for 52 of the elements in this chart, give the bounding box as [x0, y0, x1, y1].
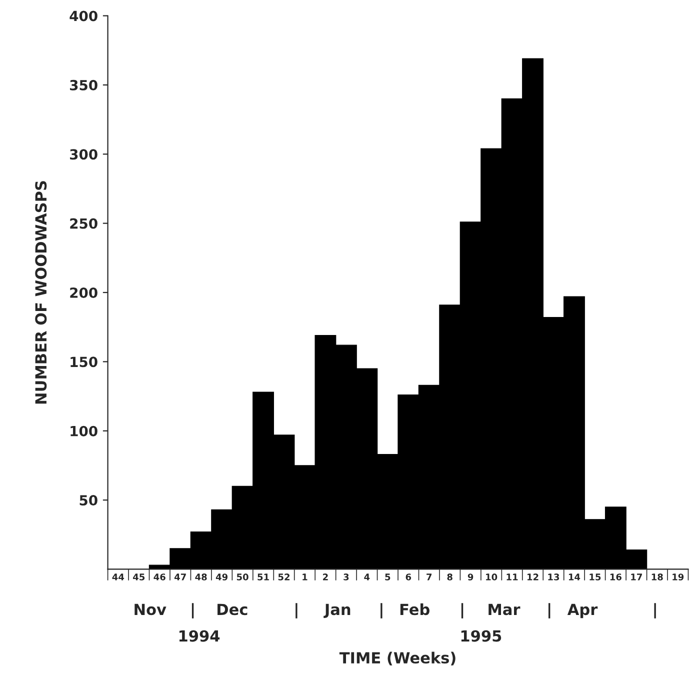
text: 1995 [461, 630, 502, 642]
x-tick-label: 15 [590, 574, 601, 580]
text: | [380, 603, 382, 618]
x-tick-label: 7 [426, 574, 432, 580]
x-tick-label: 9 [468, 574, 474, 580]
x-tick-label: 17 [631, 574, 642, 580]
x-tick-label: 45 [133, 574, 145, 580]
text: Jan [324, 604, 350, 618]
x-tick-label: 5 [385, 574, 390, 580]
text: Nov [134, 604, 166, 616]
x-tick-label: 46 [154, 574, 166, 580]
x-tick-label: 2 [323, 574, 328, 580]
x-tick-label: 12 [528, 574, 538, 580]
x-tick-label: 14 [568, 574, 580, 580]
x-tick-label: 10 [486, 574, 498, 580]
x-tick-label: 48 [195, 574, 207, 580]
x-tick-label: 50 [236, 574, 248, 580]
x-tick-label: 3 [344, 574, 349, 580]
text: | [548, 603, 550, 618]
y-tick-label: 150 [70, 356, 98, 368]
y-tick-label: 300 [70, 149, 98, 160]
y-axis-title: NUMBER OF WOODWASPS [35, 181, 47, 404]
x-tick-label: 8 [447, 574, 452, 580]
x-tick-label: 18 [652, 574, 663, 580]
text: | [461, 603, 464, 618]
x-tick-label: 52 [278, 574, 290, 580]
x-tick-label: 6 [406, 574, 412, 580]
text: 1994 [179, 630, 220, 642]
x-tick-label: 49 [216, 574, 228, 580]
x-tick-label: 19 [672, 574, 684, 580]
text: Apr [567, 604, 598, 618]
text: | [654, 603, 656, 618]
y-tick-label: 50 [80, 495, 98, 506]
text: Dec [218, 604, 248, 616]
x-tick-label: 44 [112, 574, 124, 580]
x-tick-label: 51 [258, 574, 269, 580]
text: | [192, 603, 194, 618]
y-tick-label: 100 [70, 426, 98, 436]
x-tick-label: 16 [610, 574, 622, 580]
y-tick-label: 350 [70, 80, 98, 90]
x-axis-title: TIME (Weeks) [339, 652, 456, 666]
text: | [296, 603, 298, 618]
y-tick-label: 400 [70, 10, 98, 22]
y-tick-label: 200 [70, 287, 98, 298]
x-tick-label: 11 [506, 574, 518, 580]
text: Feb [400, 603, 430, 616]
x-tick-label: 1 [302, 574, 308, 580]
y-tick-label: 250 [70, 218, 98, 229]
x-tick-label: 4 [364, 574, 370, 580]
text: Mar [488, 604, 520, 616]
x-tick-label: 13 [548, 574, 560, 580]
x-tick-label: 47 [174, 574, 186, 580]
